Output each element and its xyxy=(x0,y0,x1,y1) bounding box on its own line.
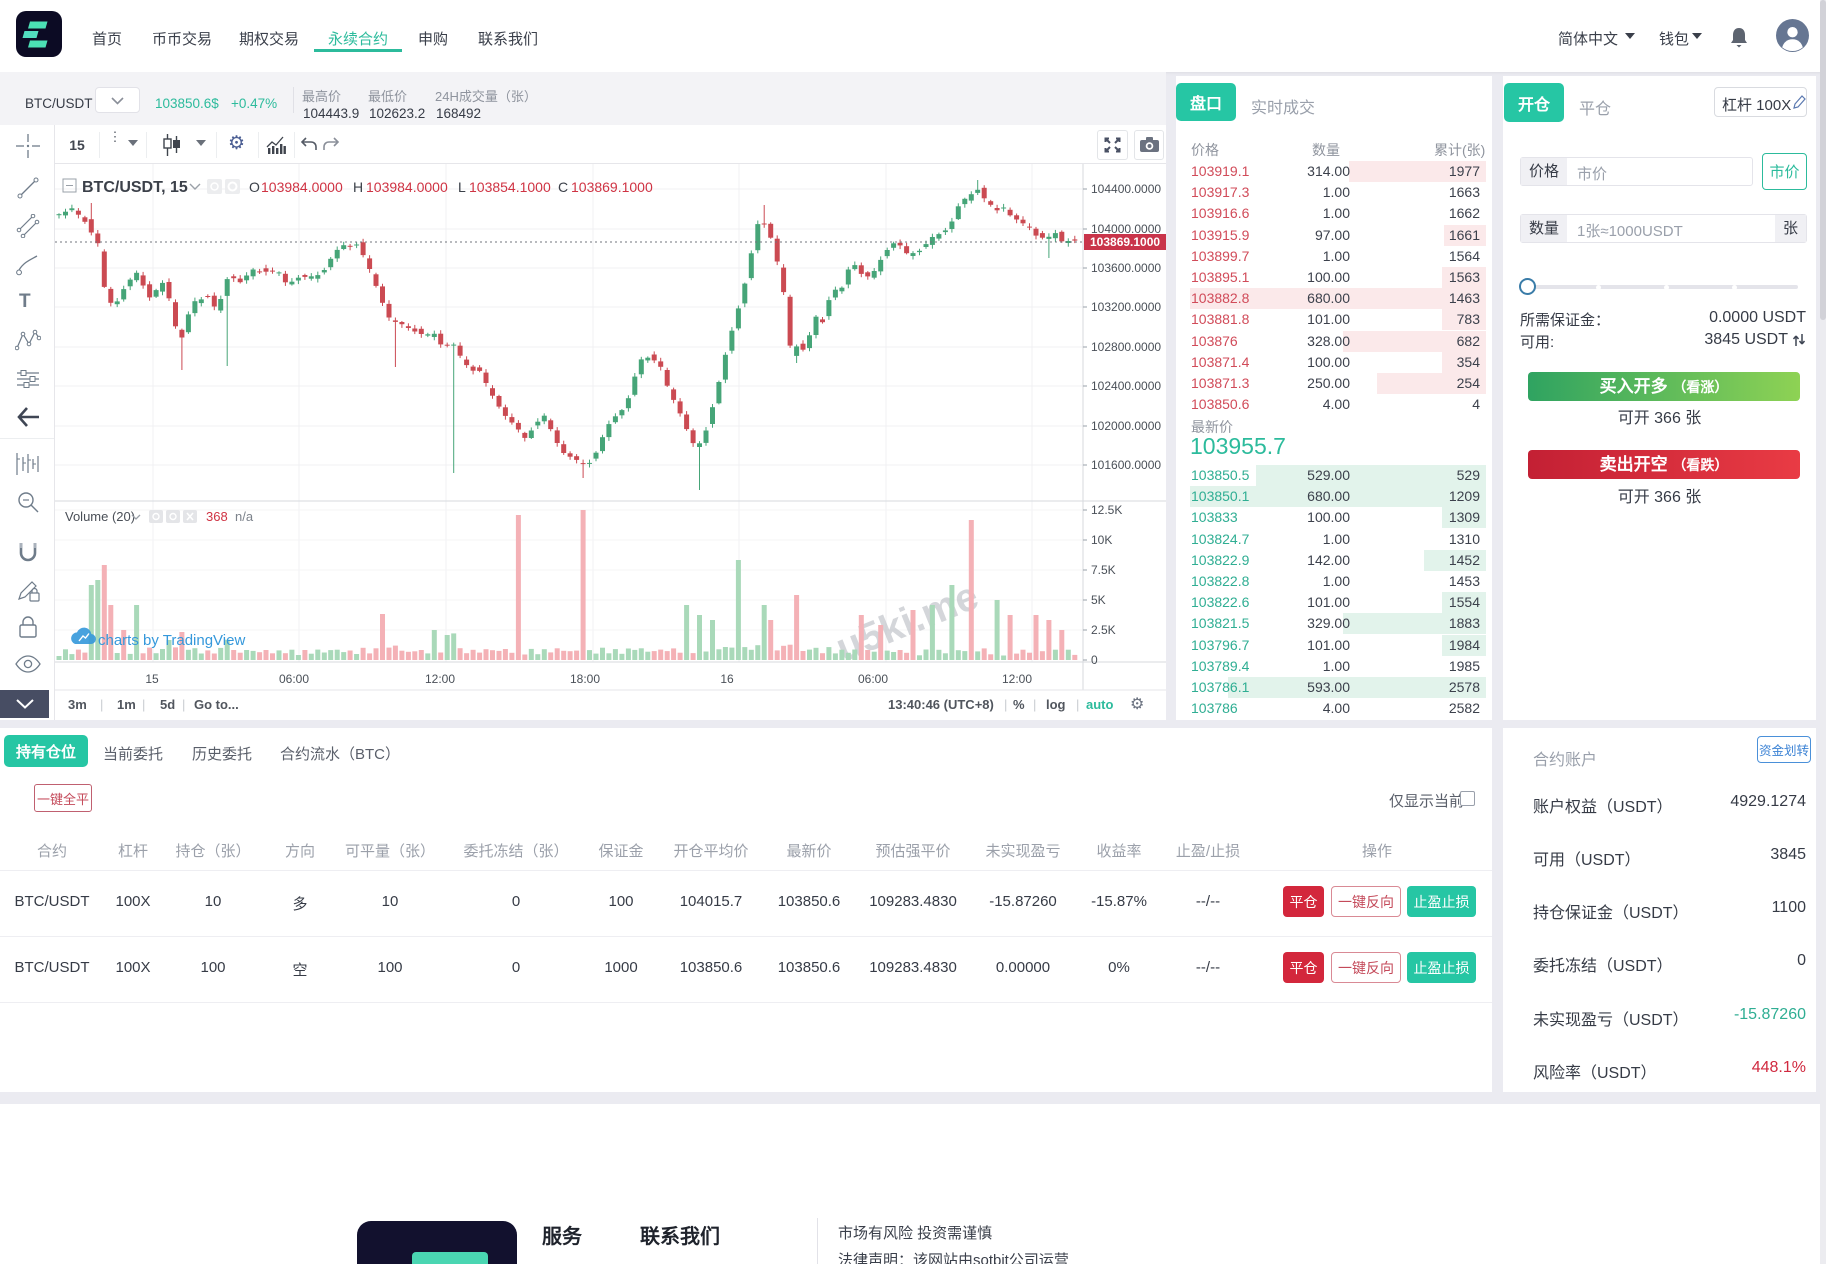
svg-text:16: 16 xyxy=(720,672,734,686)
svg-text:H: H xyxy=(353,179,363,195)
svg-text:102800.0000: 102800.0000 xyxy=(1091,340,1161,354)
svg-text:18:00: 18:00 xyxy=(570,672,600,686)
svg-text:12:00: 12:00 xyxy=(425,672,455,686)
svg-text:06:00: 06:00 xyxy=(858,672,888,686)
svg-text:12:00: 12:00 xyxy=(1002,672,1032,686)
svg-text:L: L xyxy=(458,179,466,195)
svg-text:Volume (20): Volume (20) xyxy=(65,509,135,524)
svg-text:368: 368 xyxy=(206,509,228,524)
svg-text:15: 15 xyxy=(145,672,159,686)
svg-text:0: 0 xyxy=(1091,653,1098,667)
svg-text:103984.0000: 103984.0000 xyxy=(366,179,448,195)
svg-text:102000.0000: 102000.0000 xyxy=(1091,419,1161,433)
svg-text:102400.0000: 102400.0000 xyxy=(1091,379,1161,393)
svg-text:O: O xyxy=(249,179,260,195)
svg-text:103854.1000: 103854.1000 xyxy=(469,179,551,195)
svg-text:103600.0000: 103600.0000 xyxy=(1091,261,1161,275)
svg-text:101600.0000: 101600.0000 xyxy=(1091,458,1161,472)
svg-text:12.5K: 12.5K xyxy=(1091,503,1122,517)
svg-text:C: C xyxy=(558,179,568,195)
svg-text:103984.0000: 103984.0000 xyxy=(261,179,343,195)
svg-text:7.5K: 7.5K xyxy=(1091,563,1116,577)
svg-text:2.5K: 2.5K xyxy=(1091,623,1116,637)
svg-text:103869.1000: 103869.1000 xyxy=(571,179,653,195)
svg-text:103869.1000: 103869.1000 xyxy=(1090,235,1160,249)
svg-text:103200.0000: 103200.0000 xyxy=(1091,300,1161,314)
svg-text:104400.0000: 104400.0000 xyxy=(1091,182,1161,196)
svg-text:BTC/USDT, 15: BTC/USDT, 15 xyxy=(82,179,188,196)
svg-text:n/a: n/a xyxy=(235,509,254,524)
svg-text:10K: 10K xyxy=(1091,533,1112,547)
svg-text:06:00: 06:00 xyxy=(279,672,309,686)
svg-text:5K: 5K xyxy=(1091,593,1106,607)
svg-text:104000.0000: 104000.0000 xyxy=(1091,222,1161,236)
svg-text:charts by TradingView: charts by TradingView xyxy=(98,632,245,649)
